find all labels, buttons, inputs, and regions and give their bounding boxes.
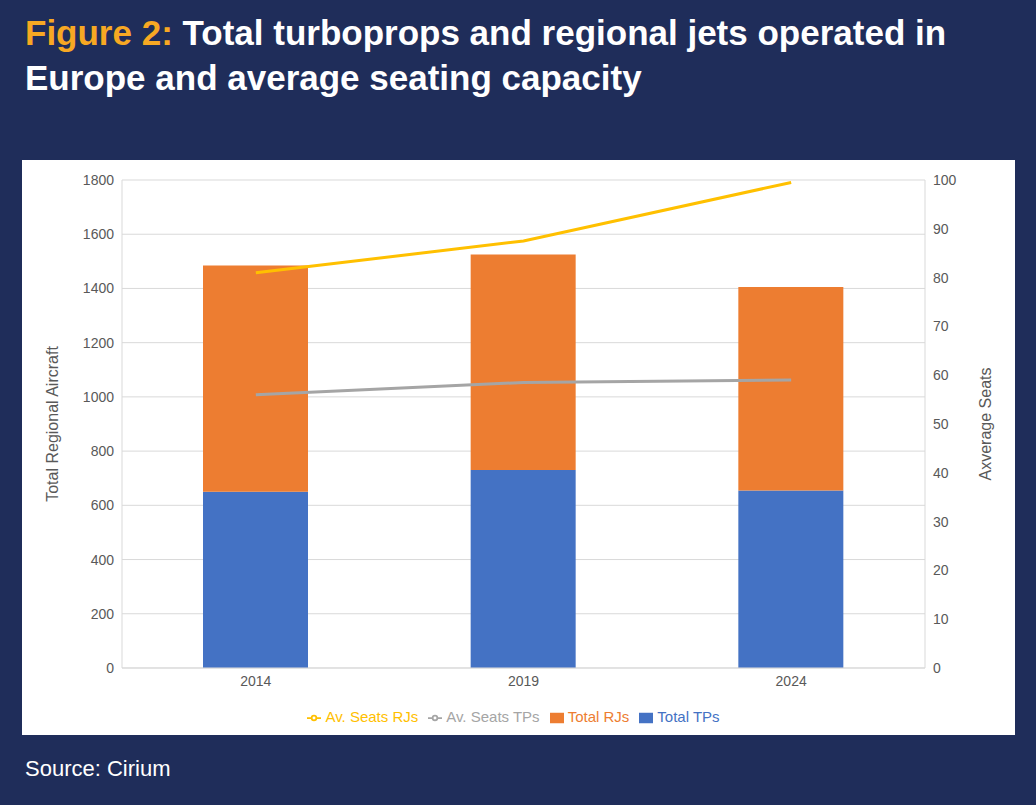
svg-text:1600: 1600	[83, 226, 114, 242]
svg-text:2019: 2019	[508, 673, 539, 689]
svg-text:2014: 2014	[240, 673, 271, 689]
svg-text:1400: 1400	[83, 280, 114, 296]
svg-text:90: 90	[933, 221, 949, 237]
svg-text:30: 30	[933, 514, 949, 530]
svg-text:40: 40	[933, 465, 949, 481]
svg-text:20: 20	[933, 562, 949, 578]
svg-text:400: 400	[91, 552, 115, 568]
svg-text:800: 800	[91, 443, 115, 459]
svg-text:50: 50	[933, 416, 949, 432]
html-text:Figure 2: Total turboprops and: Figure 2: Total turboprops and regional …	[25, 13, 947, 97]
html-text:Source: Cirium: Source: Cirium	[25, 756, 171, 781]
svg-text:Axverage Seats: Axverage Seats	[977, 368, 994, 481]
svg-text:60: 60	[933, 367, 949, 383]
svg-text:Total Regional Aircraft: Total Regional Aircraft	[44, 346, 61, 502]
html-text:Av. Seats TPs: Av. Seats TPs	[446, 708, 540, 725]
html-text:Av. Seats RJs: Av. Seats RJs	[325, 708, 419, 725]
svg-text:0: 0	[106, 660, 114, 676]
svg-text:2024: 2024	[776, 673, 807, 689]
svg-text:1800: 1800	[83, 172, 114, 188]
svg-text:0: 0	[933, 660, 941, 676]
svg-text:200: 200	[91, 606, 115, 622]
svg-text:10: 10	[933, 611, 949, 627]
html-text:Total TPs: Total TPs	[657, 708, 720, 725]
html-text:Total RJs: Total RJs	[567, 708, 630, 725]
svg-text:80: 80	[933, 270, 949, 286]
svg-text:70: 70	[933, 318, 949, 334]
svg-text:100: 100	[933, 172, 957, 188]
svg-text:600: 600	[91, 497, 115, 513]
svg-text:1000: 1000	[83, 389, 114, 405]
svg-text:1200: 1200	[83, 335, 114, 351]
